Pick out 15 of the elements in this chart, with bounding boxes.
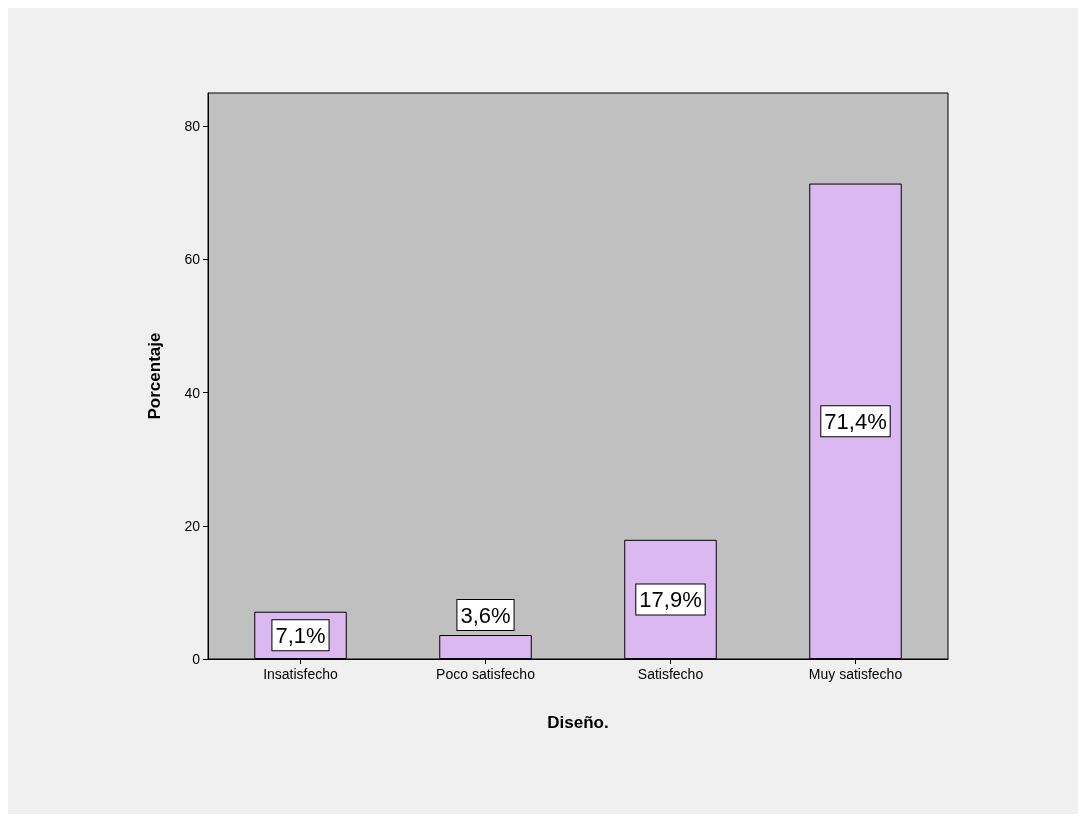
data-label: 17,9%	[639, 586, 702, 612]
y-tick-label: 80	[184, 118, 201, 135]
x-tick-label: Satisfecho	[637, 666, 704, 682]
y-tick-label: 20	[184, 517, 201, 534]
data-label: 71,4%	[824, 408, 887, 434]
y-tick-label: 40	[184, 384, 201, 401]
y-axis-title: Porcentaje	[145, 332, 164, 420]
x-tick-label: Insatisfecho	[263, 666, 339, 682]
x-axis-title: Diseño.	[547, 713, 609, 732]
data-label: 7,1%	[275, 622, 326, 648]
y-tick-label: 60	[184, 251, 201, 268]
x-tick-label: Muy satisfecho	[808, 666, 903, 682]
y-tick-label: 0	[192, 651, 201, 667]
data-label: 3,6%	[460, 602, 511, 628]
x-tick-label: Poco satisfecho	[436, 666, 536, 682]
